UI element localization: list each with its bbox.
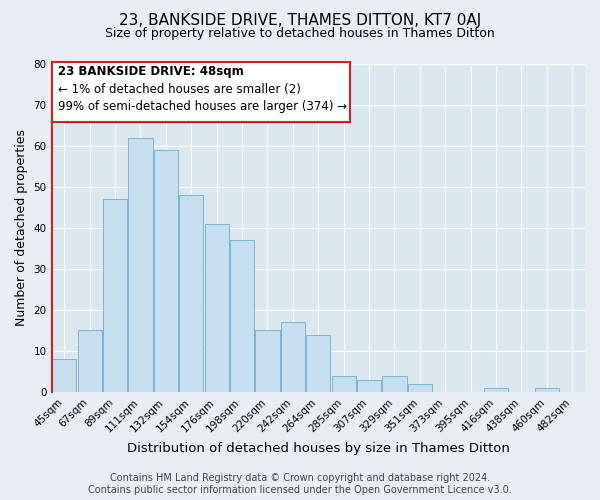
Y-axis label: Number of detached properties: Number of detached properties	[15, 130, 28, 326]
Bar	[484, 388, 508, 392]
Text: Contains HM Land Registry data © Crown copyright and database right 2024.
Contai: Contains HM Land Registry data © Crown c…	[88, 474, 512, 495]
Bar	[77, 330, 102, 392]
Bar	[332, 376, 356, 392]
Text: Size of property relative to detached houses in Thames Ditton: Size of property relative to detached ho…	[105, 28, 495, 40]
Bar	[306, 334, 331, 392]
Bar	[205, 224, 229, 392]
Text: 99% of semi-detached houses are larger (374) →: 99% of semi-detached houses are larger (…	[58, 100, 347, 112]
Bar	[52, 359, 76, 392]
Bar	[382, 376, 407, 392]
Text: 23, BANKSIDE DRIVE, THAMES DITTON, KT7 0AJ: 23, BANKSIDE DRIVE, THAMES DITTON, KT7 0…	[119, 12, 481, 28]
Bar	[408, 384, 432, 392]
Bar	[230, 240, 254, 392]
Bar	[179, 195, 203, 392]
Bar	[256, 330, 280, 392]
Bar	[103, 200, 127, 392]
Bar	[154, 150, 178, 392]
X-axis label: Distribution of detached houses by size in Thames Ditton: Distribution of detached houses by size …	[127, 442, 510, 455]
Bar	[535, 388, 559, 392]
Text: ← 1% of detached houses are smaller (2): ← 1% of detached houses are smaller (2)	[58, 83, 301, 96]
Bar	[128, 138, 152, 392]
Text: 23 BANKSIDE DRIVE: 48sqm: 23 BANKSIDE DRIVE: 48sqm	[58, 66, 243, 78]
Bar	[281, 322, 305, 392]
Bar	[357, 380, 381, 392]
